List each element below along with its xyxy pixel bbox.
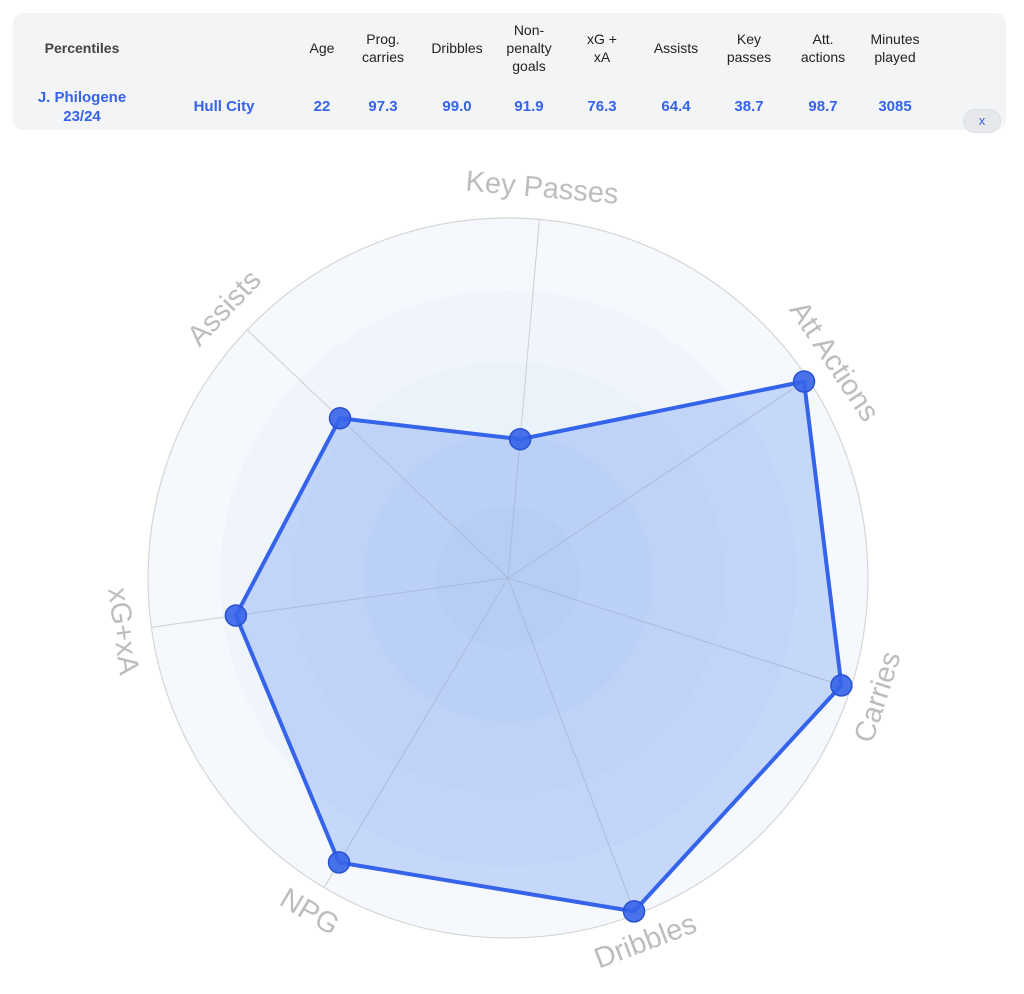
value-key-passes: 38.7 <box>734 98 764 115</box>
radar-spoke <box>507 219 540 579</box>
radar-spoke <box>507 577 851 689</box>
player-cell[interactable]: J. Philogene 23/24 <box>38 88 126 126</box>
data-point-carries[interactable] <box>830 674 853 697</box>
close-button[interactable]: x <box>963 109 1001 133</box>
radar-spoke <box>151 577 509 628</box>
header-npg: Non- penalty goals <box>506 22 552 74</box>
radar-spoke <box>507 577 636 915</box>
player-season: 23/24 <box>63 108 101 125</box>
radar-spoke <box>246 329 509 579</box>
header-xgxa: xG + xA <box>587 31 617 65</box>
value-assists: 64.4 <box>661 98 691 115</box>
header-dribbles: Dribbles <box>431 40 483 56</box>
data-point-xg-xa[interactable] <box>224 604 248 627</box>
value-dribbles: 99.0 <box>442 98 472 115</box>
radar-spoke <box>507 378 809 579</box>
header-prog-carries: Prog. carries <box>361 31 405 65</box>
radar-points <box>224 370 853 923</box>
value-npg: 91.9 <box>514 98 544 115</box>
value-prog-carries: 97.3 <box>368 98 398 115</box>
value-minutes-played: 3085 <box>878 98 912 115</box>
header-age: Age <box>309 40 335 56</box>
percentiles-table: Percentiles Age Prog. carries Dribbles N… <box>13 13 1006 133</box>
header-att-actions: Att. actions <box>800 31 846 65</box>
data-point-npg[interactable] <box>327 851 351 874</box>
header-key-passes: Key passes <box>726 31 772 65</box>
radar-spokes <box>151 219 851 915</box>
team-name[interactable]: Hull City <box>193 98 255 115</box>
data-point-att-actions[interactable] <box>792 370 816 393</box>
data-point-key-passes[interactable] <box>508 427 532 451</box>
radar-spoke <box>323 577 509 888</box>
player-name[interactable]: J. Philogene <box>37 89 127 106</box>
axis-label-key-passes: Key Passes <box>464 166 619 211</box>
header-percentiles: Percentiles <box>44 40 120 56</box>
close-icon[interactable]: x <box>978 113 986 128</box>
radar-data-polygon <box>233 379 844 914</box>
header-assists: Assists <box>653 40 699 56</box>
data-point-assists[interactable] <box>328 406 352 430</box>
value-age: 22 <box>313 98 331 115</box>
header-minutes-played: Minutes played <box>870 31 920 65</box>
axis-label-xg-xa: xG+xA <box>101 585 145 677</box>
value-att-actions: 98.7 <box>808 98 838 115</box>
value-xgxa: 76.3 <box>587 98 617 115</box>
data-point-dribbles[interactable] <box>622 900 646 923</box>
